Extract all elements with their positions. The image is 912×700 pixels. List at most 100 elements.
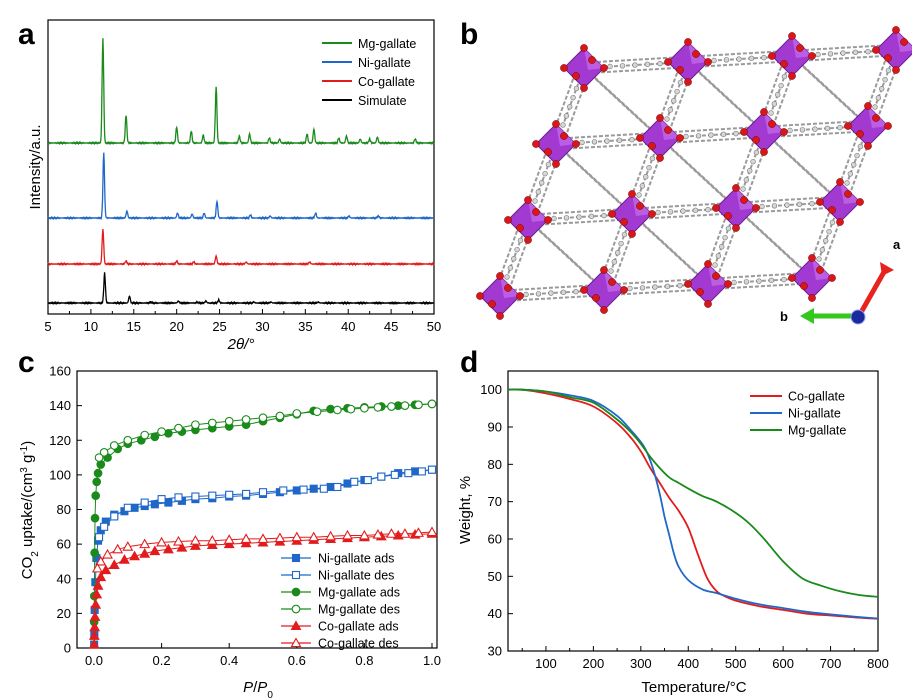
tga-y-tick-label: 30 [488, 644, 502, 659]
isotherm-legend-marker [291, 553, 301, 563]
isotherm-point [89, 611, 101, 621]
tga-x-tick-label: 700 [820, 656, 842, 671]
oxygen-atom [864, 102, 872, 110]
carbon-atom [576, 214, 582, 220]
isotherm-y-tick-label: 40 [57, 571, 71, 586]
isotherm-point [240, 533, 252, 543]
oxygen-atom [724, 212, 732, 220]
organic-linker [740, 212, 818, 284]
carbon-atom [865, 48, 871, 55]
carbon-atom [823, 238, 829, 244]
carbon-atom [674, 88, 680, 95]
carbon-atom [667, 107, 674, 113]
isotherm-point [157, 427, 166, 436]
isotherm-point [258, 488, 268, 497]
carbon-atom [852, 49, 859, 56]
isotherm-y-tick-label: 120 [49, 433, 71, 448]
carbon-atom [872, 104, 878, 110]
carbon-atom [535, 291, 542, 297]
oxygen-atom [892, 26, 900, 34]
isotherm-legend-label: Ni-gallate des [318, 569, 394, 583]
carbon-atom [618, 240, 624, 247]
carbon-atom [771, 203, 778, 209]
oxygen-atom [704, 260, 712, 268]
carbon-atom [652, 284, 658, 290]
carbon-atom [667, 209, 674, 215]
axis-a-label: a [893, 237, 901, 252]
isotherm-point [363, 476, 372, 485]
tga-y-tick-label: 80 [488, 457, 502, 472]
oxygen-atom [628, 230, 636, 238]
oxygen-atom [780, 60, 788, 68]
oxygen-atom [532, 208, 540, 216]
organic-linker [730, 196, 836, 204]
isotherm-point [139, 548, 151, 558]
isotherm-legend-marker [291, 570, 301, 580]
isotherm-point [241, 415, 251, 424]
isotherm-point [110, 512, 119, 521]
oxygen-atom [740, 128, 748, 136]
isotherm-point [404, 469, 413, 478]
xrd-x-tick-label: 50 [427, 319, 441, 334]
carbon-atom [819, 247, 826, 253]
isotherm-y-tick-label: 0 [64, 641, 71, 656]
isotherm-point [377, 472, 386, 481]
panel-label-d: d [460, 346, 478, 379]
oxygen-atom [808, 52, 816, 60]
carbon-atom [573, 85, 580, 92]
isotherm-point [95, 533, 104, 542]
oxygen-atom [892, 66, 900, 74]
oxygen-atom [552, 120, 560, 128]
isotherm-point [140, 430, 150, 440]
carbon-atom [826, 228, 832, 235]
isotherm-point [189, 540, 201, 550]
organic-linker [522, 208, 628, 216]
oxygen-atom [664, 126, 672, 134]
carbon-atom [655, 209, 661, 216]
carbon-atom [837, 124, 843, 131]
carbon-atom [715, 253, 722, 259]
carbon-atom [507, 265, 514, 271]
isotherm-point [319, 484, 328, 493]
isotherm-legend-marker [291, 587, 301, 597]
tga-x-tick-label: 500 [725, 656, 747, 671]
carbon-atom [725, 225, 732, 232]
oxygen-atom [760, 148, 768, 156]
tga-curve-ni-gallate [507, 388, 879, 620]
xrd-legend-label: Mg-gallate [358, 37, 416, 51]
oxygen-atom [828, 274, 836, 282]
organic-linker [664, 142, 742, 214]
carbon-atom [664, 116, 670, 122]
isotherm-point [92, 477, 102, 487]
oxygen-atom [684, 78, 692, 86]
tga-y-tick-label: 50 [488, 569, 502, 584]
tga-x-axis-title: Temperature/°C [641, 679, 746, 696]
isotherm-point [224, 416, 234, 426]
isotherm-point [208, 491, 217, 500]
oxygen-atom [732, 184, 740, 192]
isotherm-legend-label: Mg-gallate ads [318, 586, 400, 600]
isotherm-point [93, 468, 103, 478]
tga-y-tick-label: 40 [488, 606, 502, 621]
xrd-pattern-mg-gallate [47, 38, 435, 146]
tga-legend: Co-gallate Ni-gallate Mg-gallate [750, 390, 846, 438]
carbon-atom [563, 113, 570, 119]
xrd-pattern-ni-gallate [47, 152, 435, 221]
carbon-atom [851, 162, 857, 168]
isotherm-point [427, 465, 437, 474]
organic-linker [692, 66, 770, 138]
oxygen-atom [488, 300, 496, 308]
oxygen-atom [884, 54, 892, 62]
isotherm-point [242, 489, 251, 498]
oxygen-atom [544, 216, 552, 224]
organic-linker [636, 218, 714, 290]
oxygen-atom [872, 46, 880, 54]
isotherm-point [162, 543, 174, 554]
tga-legend-label: Ni-gallate [788, 407, 841, 421]
xrd-legend-label: Simulate [358, 94, 407, 108]
isotherm-point [426, 526, 438, 537]
carbon-atom [879, 86, 885, 92]
carbon-atom [560, 122, 566, 128]
carbon-atom [646, 164, 652, 171]
oxygen-atom [600, 266, 608, 274]
